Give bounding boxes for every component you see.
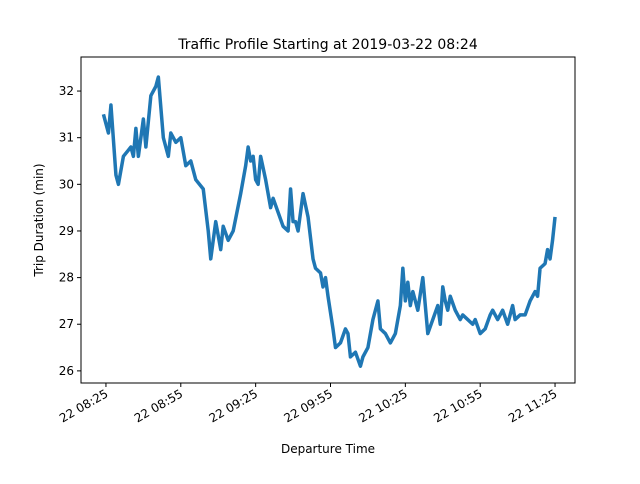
y-tick-label: 30 — [59, 177, 74, 191]
y-tick-label: 27 — [59, 317, 74, 331]
y-tick-label: 26 — [59, 364, 74, 378]
y-tick-label: 29 — [59, 224, 74, 238]
x-axis-label: Departure Time — [281, 442, 375, 456]
y-tick-label: 28 — [59, 271, 74, 285]
chart-title: Traffic Profile Starting at 2019-03-22 0… — [177, 37, 478, 53]
plot-frame — [80, 56, 576, 384]
y-tick-label: 32 — [59, 84, 74, 98]
y-axis-label: Trip Duration (min) — [32, 163, 46, 277]
y-tick-label: 31 — [59, 131, 74, 145]
data-line — [101, 75, 557, 368]
